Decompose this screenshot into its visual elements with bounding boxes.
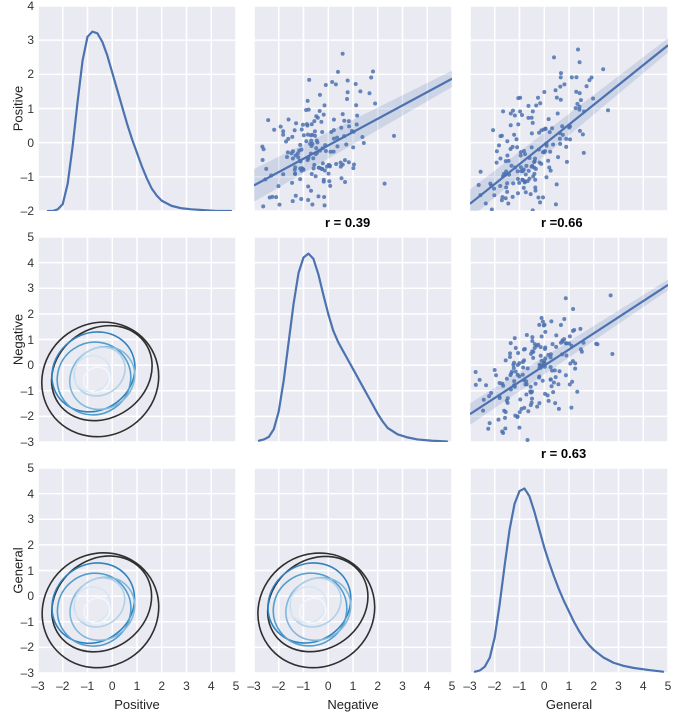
xtick: –3 bbox=[30, 679, 46, 693]
panel-svg bbox=[38, 468, 236, 673]
xtick: 1 bbox=[561, 679, 577, 693]
ytick: –1 bbox=[12, 384, 34, 398]
ytick: –3 bbox=[12, 435, 34, 449]
xtick: –3 bbox=[246, 679, 262, 693]
panel-r0-c2 bbox=[470, 6, 668, 211]
contour-group bbox=[254, 530, 397, 673]
ytick: 2 bbox=[12, 538, 34, 552]
ytick: –2 bbox=[12, 409, 34, 423]
panel-svg bbox=[254, 6, 452, 211]
xtick: –2 bbox=[55, 679, 71, 693]
ytick: 5 bbox=[12, 461, 34, 475]
correlation-label-r12: r = 0.63 bbox=[541, 446, 586, 461]
contour-group bbox=[38, 529, 182, 673]
panel-svg bbox=[254, 237, 452, 442]
xtick: 2 bbox=[586, 679, 602, 693]
xtick: 0 bbox=[104, 679, 120, 693]
xtick: 1 bbox=[129, 679, 145, 693]
panel-r0-c1 bbox=[254, 6, 452, 211]
xtick: –1 bbox=[80, 679, 96, 693]
xtick: 4 bbox=[419, 679, 435, 693]
xtick: –1 bbox=[512, 679, 528, 693]
pairgrid: Positive–2–101234Negative–3–2–1012345Gen… bbox=[38, 6, 678, 696]
ytick: –2 bbox=[12, 204, 34, 218]
ytick: 4 bbox=[12, 487, 34, 501]
panel-svg bbox=[254, 468, 452, 673]
correlation-label-r02: r =0.66 bbox=[541, 215, 583, 230]
xtick: 0 bbox=[536, 679, 552, 693]
panel-r2-c1 bbox=[254, 468, 452, 673]
ytick: 3 bbox=[12, 33, 34, 47]
panel-r2-c2 bbox=[470, 468, 668, 673]
panel-svg bbox=[470, 237, 668, 442]
xtick: 3 bbox=[611, 679, 627, 693]
ytick: 4 bbox=[12, 256, 34, 270]
xtick: 2 bbox=[370, 679, 386, 693]
ytick: 0 bbox=[12, 358, 34, 372]
panel-svg bbox=[470, 6, 668, 211]
xtick: 5 bbox=[660, 679, 676, 693]
panel-svg bbox=[38, 6, 236, 211]
ytick: 3 bbox=[12, 281, 34, 295]
xtick: 5 bbox=[228, 679, 244, 693]
xtick: 4 bbox=[635, 679, 651, 693]
xtick: 4 bbox=[203, 679, 219, 693]
xtick: 3 bbox=[395, 679, 411, 693]
ytick: 4 bbox=[12, 0, 34, 13]
xtick: 3 bbox=[179, 679, 195, 693]
panel-r0-c0 bbox=[38, 6, 236, 211]
xtick: –1 bbox=[296, 679, 312, 693]
xtick: 1 bbox=[345, 679, 361, 693]
xtick: –3 bbox=[462, 679, 478, 693]
ytick: –1 bbox=[12, 615, 34, 629]
ytick: 1 bbox=[12, 102, 34, 116]
contour-group bbox=[38, 299, 181, 442]
correlation-label-r01: r = 0.39 bbox=[325, 215, 370, 230]
xtick: 2 bbox=[154, 679, 170, 693]
ytick: 1 bbox=[12, 333, 34, 347]
ytick: 2 bbox=[12, 67, 34, 81]
ytick: –3 bbox=[12, 666, 34, 680]
xtick: –2 bbox=[271, 679, 287, 693]
ytick: 2 bbox=[12, 307, 34, 321]
kde-line-Positive bbox=[48, 32, 231, 211]
ytick: –2 bbox=[12, 640, 34, 654]
xtick: –2 bbox=[487, 679, 503, 693]
xtick: 5 bbox=[444, 679, 460, 693]
panel-r1-c1 bbox=[254, 237, 452, 442]
panel-svg bbox=[38, 237, 236, 442]
panel-r1-c0 bbox=[38, 237, 236, 442]
ytick: 5 bbox=[12, 230, 34, 244]
ytick: 0 bbox=[12, 136, 34, 150]
ytick: 3 bbox=[12, 512, 34, 526]
ytick: –1 bbox=[12, 170, 34, 184]
panel-svg bbox=[470, 468, 668, 673]
panel-r1-c2 bbox=[470, 237, 668, 442]
xtick: 0 bbox=[320, 679, 336, 693]
panel-r2-c0 bbox=[38, 468, 236, 673]
ytick: 0 bbox=[12, 589, 34, 603]
ytick: 1 bbox=[12, 564, 34, 578]
